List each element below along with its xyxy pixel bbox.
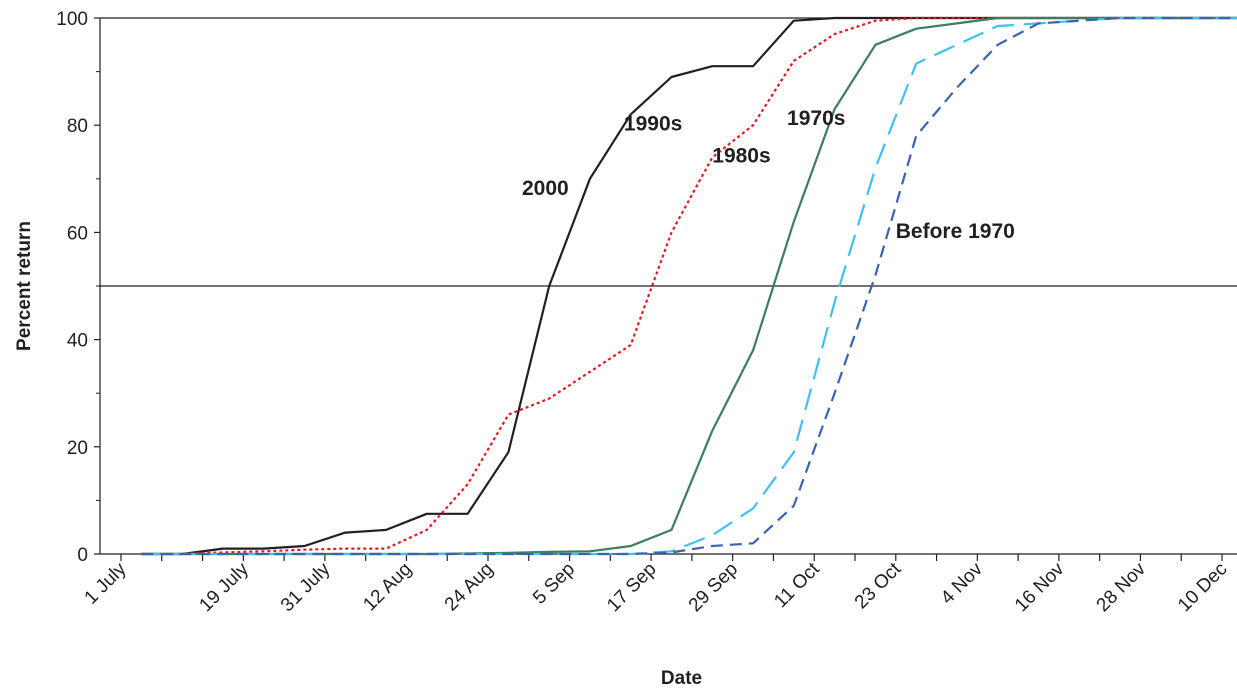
x-ticks: 1 July 19 July 31 July 12 Aug 24 Aug 5 Sep 17 …	[81, 554, 1232, 616]
x-tick-label: 17 Sep	[603, 559, 660, 616]
x-tick-label: 28 Nov	[1093, 558, 1151, 616]
x-tick-label: 11 Oct	[770, 558, 824, 612]
series-line	[141, 16, 1237, 556]
series-line	[141, 16, 1237, 556]
x-tick-label: 29 Sep	[685, 559, 742, 616]
y-axis-title: Percent return	[14, 221, 35, 351]
x-tick-label: 19 July	[195, 558, 253, 616]
y-tick-label: 80	[67, 116, 88, 137]
y-axis: 0 20 40 60 80 100	[56, 9, 101, 566]
series-label: Before 1970	[896, 220, 1015, 243]
y-ticks: 0 20 40 60 80 100	[56, 9, 100, 566]
x-tick-label: 31 July	[277, 558, 335, 616]
x-tick-label: 1 July	[81, 558, 131, 608]
x-tick-label: 16 Nov	[1011, 558, 1069, 616]
series-labels: 2000 1990s 1980s 1970s Before 1970	[522, 107, 1015, 243]
y-tick-label: 60	[67, 223, 88, 244]
series-label: 1970s	[787, 107, 845, 130]
y-tick-label: 20	[67, 438, 88, 459]
y-tick-label: 40	[67, 331, 88, 352]
x-tick-label: 24 Aug	[441, 559, 498, 616]
series-label: 1980s	[712, 145, 770, 168]
x-tick-label: 23 Oct	[851, 558, 906, 613]
y-tick-label: 100	[56, 9, 88, 30]
y-tick-label: 0	[77, 545, 88, 566]
x-tick-label: 5 Sep	[529, 559, 579, 609]
x-tick-label: 10 Dec	[1174, 559, 1231, 616]
series-lines	[141, 16, 1237, 556]
x-axis: 1 July 19 July 31 July 12 Aug 24 Aug 5 Sep 17 …	[81, 553, 1237, 616]
series-label: 2000	[522, 177, 569, 200]
series-label: 1990s	[624, 113, 682, 136]
x-axis-title: Date	[661, 668, 702, 689]
x-tick-label: 12 Aug	[359, 559, 416, 616]
reference-lines	[100, 17, 1237, 287]
x-tick-label: 4 Nov	[937, 558, 987, 608]
